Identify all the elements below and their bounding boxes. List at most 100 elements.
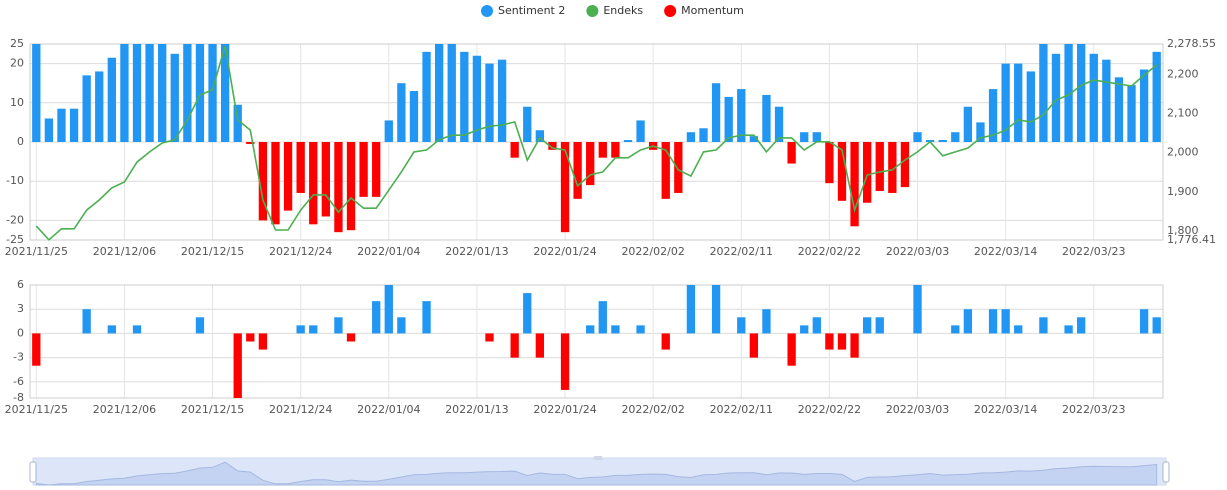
bar (737, 317, 746, 334)
bar (1114, 77, 1124, 142)
bar (82, 75, 91, 142)
x-tick-label: 2022/03/14 (974, 403, 1037, 416)
plot-frame (29, 43, 1164, 241)
bar (837, 142, 847, 201)
slider-handle[interactable] (29, 461, 37, 483)
slider-preview (35, 461, 1158, 486)
x-tick-label: 2022/01/13 (445, 245, 508, 258)
bar (283, 142, 293, 211)
bar (636, 325, 645, 334)
y2-tick-label: 2,200 (1167, 68, 1199, 81)
x-tick-label: 2021/12/06 (93, 403, 156, 416)
x-tick-label: 2022/01/04 (357, 403, 420, 416)
bar (1089, 53, 1098, 142)
bar (1077, 317, 1086, 334)
bar (1014, 325, 1023, 334)
bar (384, 120, 393, 142)
bar (850, 142, 859, 227)
bar (1139, 69, 1149, 142)
x-tick-label: 2021/11/25 (5, 403, 68, 416)
x-tick-label: 2022/02/22 (798, 403, 861, 416)
bar (800, 325, 809, 334)
bar (913, 132, 922, 142)
bar (523, 293, 532, 334)
bar (69, 108, 79, 142)
bar (472, 55, 482, 143)
legend-label: Momentum (681, 4, 744, 17)
bar (800, 132, 809, 142)
bar (573, 142, 582, 199)
bar (1039, 317, 1048, 334)
bar (1001, 63, 1010, 142)
bar (132, 325, 142, 334)
bar (158, 44, 167, 142)
y-tick-label: 0 (17, 326, 24, 339)
x-tick-label: 2022/02/02 (621, 403, 684, 416)
x-tick-label: 2022/03/14 (974, 245, 1037, 258)
bar (774, 106, 784, 142)
x-tick-label: 2022/03/03 (886, 403, 949, 416)
bar (623, 140, 633, 142)
x-tick-label: 2022/02/11 (710, 403, 773, 416)
bar (661, 333, 670, 350)
bar (586, 325, 595, 334)
x-tick-label: 2022/02/02 (621, 245, 684, 258)
bar (1102, 59, 1111, 142)
bar (548, 142, 557, 150)
bar (863, 142, 872, 203)
bar (837, 333, 847, 350)
bar (888, 142, 897, 193)
bar (875, 142, 884, 191)
legend-swatch (481, 5, 493, 17)
bar (485, 333, 494, 342)
bar (938, 140, 947, 142)
bar (711, 285, 721, 334)
x-tick-label: 2021/12/24 (269, 403, 332, 416)
bar (1139, 309, 1149, 334)
slider-grip[interactable] (594, 456, 602, 460)
bar (749, 136, 759, 142)
bar (737, 89, 746, 142)
bar (195, 317, 205, 334)
bar (422, 51, 431, 143)
legend-label: Endeks (603, 4, 643, 17)
bar (309, 325, 318, 334)
bar (309, 142, 318, 225)
slider-handle[interactable] (1162, 461, 1170, 483)
x-tick-label: 2022/01/24 (533, 245, 596, 258)
bar (497, 59, 507, 142)
x-tick-label: 2022/01/24 (533, 403, 596, 416)
bar (913, 285, 922, 334)
y-tick-label: -20 (6, 213, 24, 226)
y-tick-label: 3 (17, 302, 24, 315)
bar (976, 122, 985, 142)
bar (1001, 309, 1010, 334)
bar (258, 142, 268, 221)
bar (246, 333, 255, 342)
x-tick-label: 2022/03/23 (1062, 245, 1125, 258)
bar (762, 94, 771, 142)
y-tick-label: -6 (13, 375, 24, 388)
bar (724, 96, 733, 142)
bar (1064, 44, 1073, 142)
x-tick-label: 2021/12/06 (93, 245, 156, 258)
bar (598, 301, 607, 334)
bar (863, 317, 872, 334)
bar (195, 44, 205, 142)
x-tick-label: 2022/02/22 (798, 245, 861, 258)
x-tick-label: 2022/03/03 (886, 245, 949, 258)
bar (1026, 71, 1035, 142)
y-tick-label: 6 (17, 278, 24, 291)
bar (145, 44, 154, 142)
bar (95, 71, 104, 142)
bar (32, 44, 41, 142)
bar (988, 89, 998, 142)
bar (510, 142, 519, 158)
bar (1014, 63, 1023, 142)
bar (787, 142, 796, 164)
bar (900, 142, 910, 188)
bar (636, 120, 645, 142)
bar (183, 44, 192, 142)
bar (271, 142, 280, 225)
